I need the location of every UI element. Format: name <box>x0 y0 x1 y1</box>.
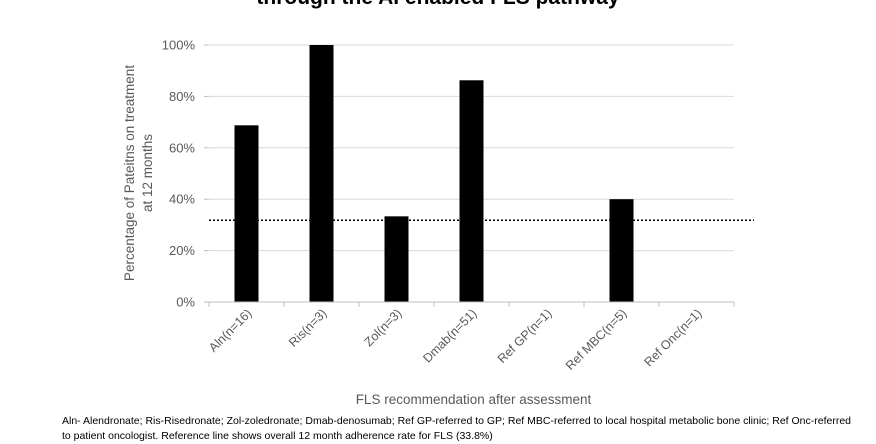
y-tick-label: 100% <box>162 38 196 53</box>
x-category-label: Ris(n=3) <box>286 306 330 350</box>
bar <box>609 199 634 302</box>
y-tick-label: 80% <box>169 89 195 104</box>
x-category-label: Ref Onc(n=1) <box>641 306 704 369</box>
y-axis-title-line-2: at 12 months <box>140 134 155 212</box>
bar <box>234 125 259 302</box>
bar <box>384 216 409 302</box>
x-category-label: Dmab(n=51) <box>420 306 479 365</box>
y-tick-label: 40% <box>169 192 195 207</box>
chart-title: through the AI enabled FLS pathway <box>0 0 876 10</box>
y-axis-ticks: 0% 20% 40% 60% 80% 100% <box>162 38 209 310</box>
y-tick-label: 60% <box>169 140 195 155</box>
x-axis-title: FLS recommendation after assessment <box>356 392 592 407</box>
bar <box>309 45 334 302</box>
figure-caption: Aln- Alendronate; Ris-Risedronate; Zol-z… <box>62 415 852 442</box>
bar <box>459 80 484 302</box>
x-category-label: Zol(n=3) <box>362 306 405 349</box>
y-axis-title-line-1: Percentage of Pateitns on treatment <box>122 65 137 281</box>
y-tick-label: 20% <box>169 243 195 258</box>
y-tick-label: 0% <box>176 295 195 310</box>
x-category-label: Aln(n=16) <box>206 306 254 354</box>
bars <box>234 45 634 302</box>
x-category-label: Ref GP(n=1) <box>495 306 555 366</box>
x-axis-ticks: Aln(n=16) Ris(n=3) Zol(n=3) Dmab(n=51) Ref G… <box>206 302 735 373</box>
x-category-label: Ref MBC(n=5) <box>563 306 630 373</box>
bar-chart: 0% 20% 40% 60% 80% 100% Aln(n=16) Ris(n=3) Zol(… <box>122 38 754 407</box>
